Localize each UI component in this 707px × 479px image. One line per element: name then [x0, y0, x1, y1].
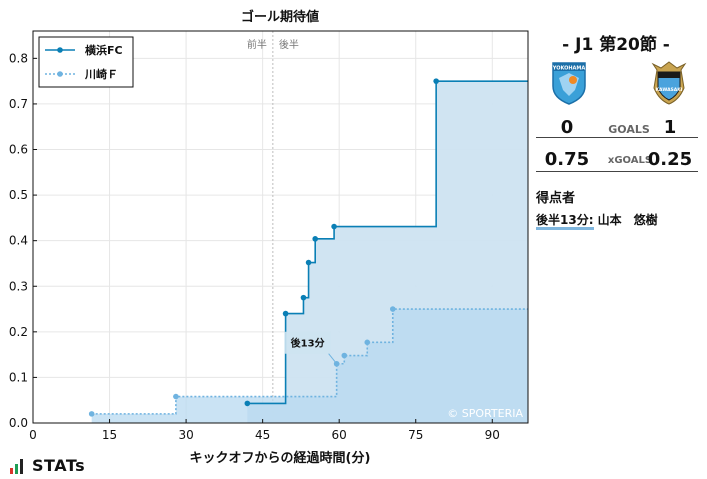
- legend-marker: [57, 71, 63, 77]
- yokohama-fc-crest-icon: YOKOHAMA: [552, 62, 586, 105]
- shot-point: [244, 400, 251, 407]
- shot-point: [282, 310, 289, 317]
- away-goals: 1: [663, 117, 677, 138]
- shot-point: [364, 339, 371, 346]
- divider: [536, 137, 698, 138]
- y-tick-label: 0.2: [9, 325, 28, 339]
- goal-annotation-box: [284, 331, 331, 354]
- y-tick-label: 0.5: [9, 188, 28, 202]
- match-title: - J1 第20節 -: [562, 35, 670, 55]
- y-tick-label: 0.7: [9, 97, 28, 111]
- shot-point: [88, 411, 95, 417]
- away-crest-text: KAWASAKI: [656, 87, 683, 93]
- plot-frame: [32, 30, 529, 424]
- y-tick-label: 0.1: [9, 370, 28, 384]
- shot-point: [433, 78, 439, 84]
- legend-box: [38, 36, 134, 88]
- series-line-home: [247, 80, 528, 405]
- x-tick-label: 60: [332, 428, 347, 442]
- second-half-label: 後半: [279, 38, 299, 51]
- x-tick-label: 45: [255, 428, 270, 442]
- goal-annotation-pointer: [328, 353, 338, 365]
- xgoals-row: 0.75 xGOALS 0.25: [536, 149, 698, 173]
- goal-annotation-label: 後13分: [291, 337, 325, 350]
- scorers-title: 得点者: [536, 191, 576, 206]
- legend-marker: [57, 47, 63, 53]
- shot-point: [300, 294, 307, 301]
- shot-point: [341, 352, 348, 359]
- x-tick-label: 75: [408, 428, 423, 442]
- shot-point: [173, 393, 179, 400]
- goals-row: 0 GOALS 1: [536, 117, 698, 141]
- y-tick-label: 0.8: [9, 51, 28, 65]
- xgoals-label: xGOALS: [607, 155, 653, 166]
- home-goals: 0: [560, 117, 574, 138]
- y-tick-label: 0.6: [9, 143, 28, 157]
- stats-logo-text: STATs: [32, 456, 86, 475]
- scorer-item: 後半13分: 山本 悠樹: [536, 213, 658, 227]
- kawasaki-frontale-crest-icon: KAWASAKI: [651, 61, 687, 105]
- y-tick-label: 0.3: [9, 279, 28, 293]
- x-tick-label: 30: [178, 428, 193, 442]
- shot-point: [389, 306, 396, 312]
- divider: [536, 171, 698, 172]
- away-xg: 0.25: [647, 149, 693, 170]
- y-tick-label: 0.4: [9, 234, 28, 248]
- scorer-underline: [536, 227, 594, 230]
- x-tick-label: 15: [102, 428, 117, 442]
- home-xg: 0.75: [544, 149, 590, 170]
- home-crest-text: YOKOHAMA: [552, 66, 586, 72]
- legend-label: 川崎Ｆ: [84, 67, 118, 81]
- series-area-away: [91, 309, 528, 423]
- x-tick-label: 90: [485, 428, 500, 442]
- legend-label: 横浜FC: [85, 43, 123, 57]
- y-tick-label: 0.0: [9, 416, 28, 430]
- chart-title: ゴール期待値: [241, 9, 319, 25]
- x-tick-label: 0: [29, 428, 37, 442]
- shot-point: [305, 259, 312, 266]
- watermark: © SPORTERIA: [447, 407, 523, 420]
- shot-point: [331, 223, 337, 230]
- x-axis-label: キックオフからの経過時間(分): [190, 450, 371, 466]
- shot-point: [312, 236, 319, 242]
- first-half-label: 前半: [247, 38, 267, 51]
- goals-label: GOALS: [608, 123, 650, 136]
